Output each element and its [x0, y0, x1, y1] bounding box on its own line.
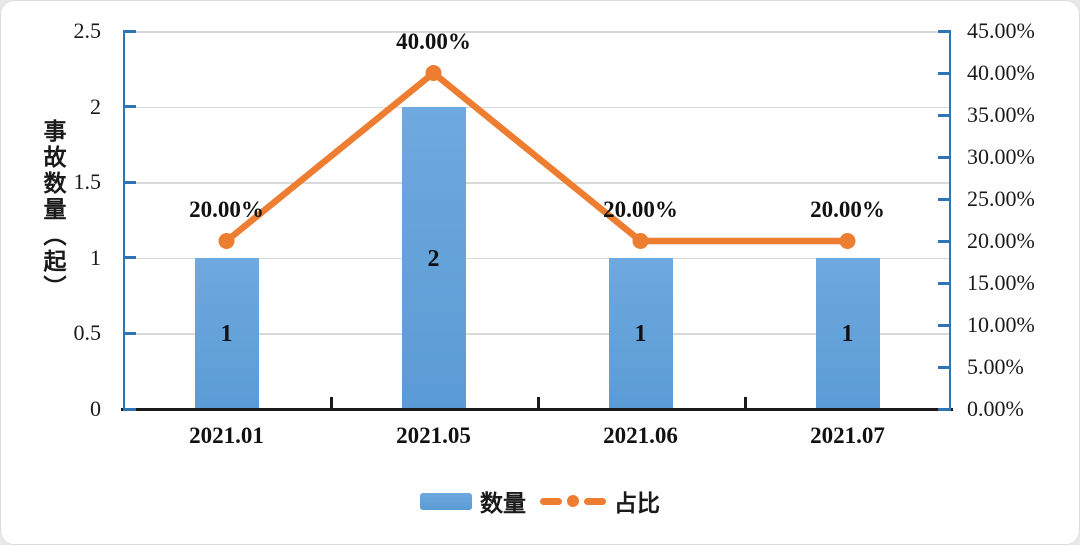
bar-data-label: 2 — [427, 245, 440, 272]
left-axis-tick — [123, 180, 136, 184]
legend-line-dash-icon — [540, 497, 562, 505]
right-axis-tick — [938, 323, 951, 327]
left-axis-tick — [123, 256, 136, 260]
bar-2021.06 — [608, 257, 673, 409]
right-axis-tick-label: 25.00% — [967, 186, 1035, 211]
line-marker — [839, 233, 856, 249]
left-axis-tick — [123, 407, 136, 411]
left-axis-tick — [123, 331, 136, 335]
left-axis-tick-label: 1.5 — [73, 169, 102, 195]
left-axis-tick-label: 0 — [90, 396, 101, 421]
x-axis-tick — [330, 397, 333, 409]
right-axis-tick — [938, 365, 951, 369]
x-axis-label: 2021.06 — [603, 423, 678, 448]
gridline — [123, 257, 951, 260]
line-marker — [425, 65, 442, 81]
left-axis-tick-label: 1 — [90, 244, 101, 270]
bar-data-label: 1 — [634, 321, 647, 348]
bar-data-label: 1 — [220, 321, 233, 348]
left-axis-tick-label: 2.5 — [73, 18, 102, 43]
right-axis-tick — [938, 281, 951, 285]
legend-line-dot-icon — [567, 495, 579, 507]
right-axis-tick-label: 35.00% — [967, 102, 1035, 127]
gridline — [123, 31, 951, 33]
x-axis-label: 2021.05 — [396, 423, 471, 448]
x-axis-line — [121, 408, 953, 411]
right-axis-tick — [938, 155, 951, 159]
left-axis-tick-label: 2 — [90, 93, 101, 119]
legend-line-label: 占比 — [614, 490, 660, 516]
bar-2021.07 — [815, 257, 880, 409]
right-axis-tick — [938, 71, 951, 75]
right-axis-tick-label: 5.00% — [967, 354, 1024, 379]
bar-data-label: 1 — [841, 321, 854, 348]
line-series — [218, 65, 856, 249]
right-axis-tick — [938, 239, 951, 243]
right-axis-tick-label: 30.00% — [967, 144, 1035, 169]
right-axis-tick-label: 15.00% — [967, 270, 1035, 295]
gridline — [123, 333, 951, 335]
x-axis-tick — [537, 397, 540, 409]
plot-area: 1 2 1 1 20.00% 40.00% 20.00% 20.00% — [123, 29, 951, 409]
line-data-label: 20.00% — [603, 197, 678, 222]
legend-line-dash-icon — [584, 497, 606, 505]
x-axis-label: 2021.07 — [810, 423, 885, 448]
trend-line — [223, 69, 851, 245]
left-axis-title: 事故数量（起） — [40, 119, 65, 301]
right-axis-tick — [938, 29, 951, 33]
gridline — [123, 182, 951, 184]
legend-bar-label: 数量 — [480, 490, 526, 516]
line-marker — [218, 233, 235, 249]
line-data-label: 40.00% — [396, 29, 471, 54]
legend: 数量 占比 — [1, 484, 1079, 518]
right-axis-tick-label: 20.00% — [967, 228, 1035, 253]
gridline — [123, 106, 951, 109]
line-data-label: 20.00% — [189, 197, 264, 222]
right-axis-tick — [938, 197, 951, 201]
right-axis-tick-label: 0.00% — [967, 396, 1024, 421]
right-axis-tick-label: 40.00% — [967, 60, 1035, 85]
right-axis-tick — [938, 113, 951, 117]
left-axis-tick — [123, 105, 136, 109]
line-data-label: 20.00% — [810, 197, 885, 222]
right-axis-tick-label: 45.00% — [967, 18, 1035, 43]
bar-2021.05 — [401, 106, 466, 409]
legend-line-swatch — [540, 495, 606, 507]
x-axis-tick — [744, 397, 747, 409]
bar-2021.01 — [194, 257, 259, 409]
x-axis-label: 2021.01 — [189, 423, 264, 448]
right-axis-tick-label: 10.00% — [967, 312, 1035, 337]
line-marker — [632, 233, 649, 249]
left-axis-tick — [123, 29, 136, 33]
legend-bar-swatch — [420, 492, 472, 510]
right-axis-tick — [938, 407, 951, 411]
left-axis-tick-label: 0.5 — [73, 320, 102, 346]
